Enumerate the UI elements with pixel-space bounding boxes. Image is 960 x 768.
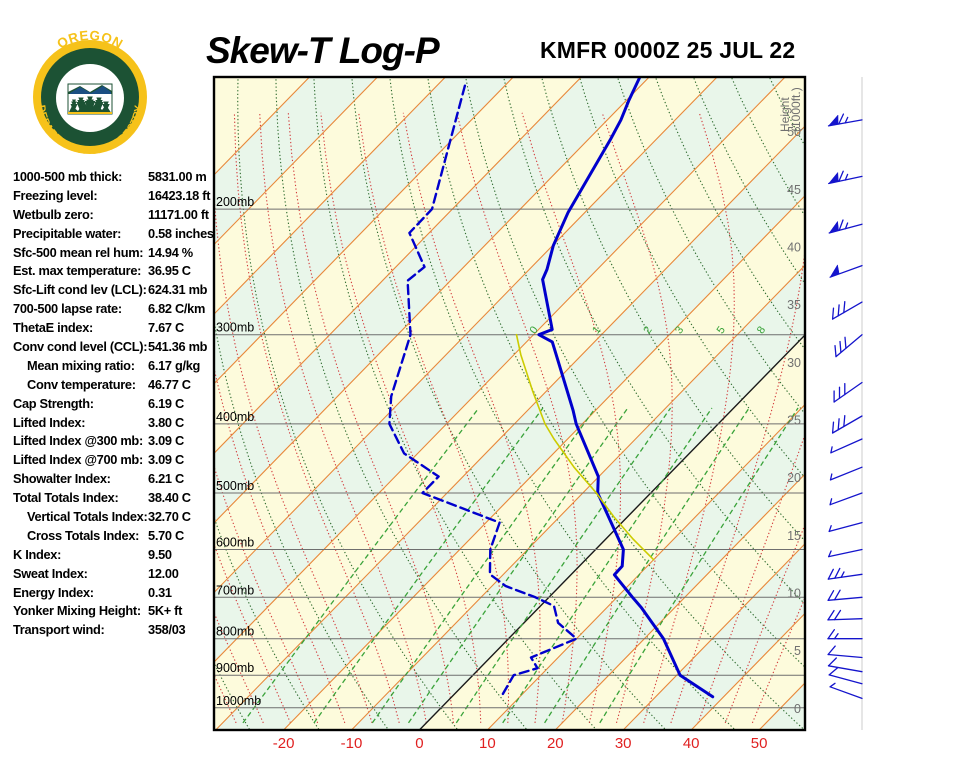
svg-text:300mb: 300mb	[216, 321, 254, 335]
svg-text:30: 30	[615, 735, 632, 752]
svg-text:500mb: 500mb	[216, 479, 254, 493]
svg-text:30: 30	[787, 356, 801, 370]
svg-text:0: 0	[415, 735, 423, 752]
svg-text:10: 10	[787, 587, 801, 601]
svg-text:(1000ft.): (1000ft.)	[789, 87, 803, 132]
svg-text:45: 45	[787, 183, 801, 197]
svg-text:35: 35	[787, 298, 801, 312]
svg-text:200mb: 200mb	[216, 195, 254, 209]
svg-text:1000mb: 1000mb	[216, 694, 261, 708]
svg-text:700mb: 700mb	[216, 583, 254, 597]
svg-text:20: 20	[547, 735, 564, 752]
svg-text:400mb: 400mb	[216, 410, 254, 424]
svg-text:5: 5	[794, 644, 801, 658]
svg-text:40: 40	[787, 241, 801, 255]
svg-text:15: 15	[787, 529, 801, 543]
svg-text:900mb: 900mb	[216, 661, 254, 675]
svg-text:-20: -20	[273, 735, 295, 752]
svg-text:600mb: 600mb	[216, 536, 254, 550]
svg-text:20: 20	[787, 471, 801, 485]
svg-text:0: 0	[794, 702, 801, 716]
svg-text:800mb: 800mb	[216, 625, 254, 639]
svg-text:25: 25	[787, 414, 801, 428]
svg-text:40: 40	[683, 735, 700, 752]
svg-text:10: 10	[479, 735, 496, 752]
svg-text:-10: -10	[341, 735, 363, 752]
svg-text:50: 50	[751, 735, 768, 752]
